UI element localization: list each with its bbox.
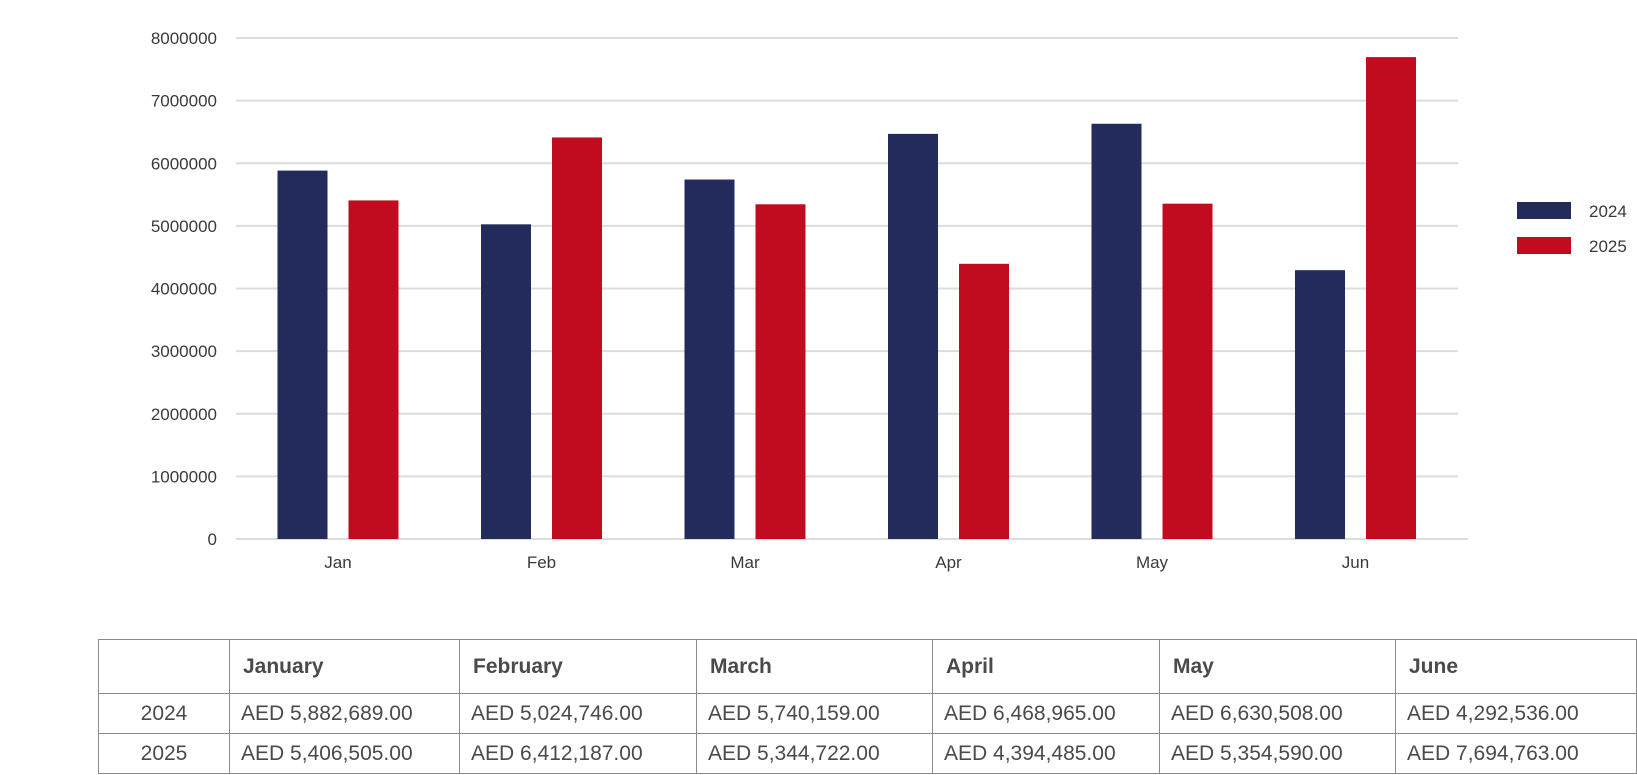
- y-tick-label: 4000000: [151, 280, 217, 299]
- bar-2024-feb: [481, 224, 531, 539]
- header-cell-february: February: [459, 639, 697, 694]
- x-tick-label: May: [1136, 553, 1169, 572]
- bar-2025-jun: [1366, 57, 1416, 539]
- bar-2024-may: [1091, 123, 1142, 539]
- bars: [277, 57, 1416, 540]
- table-cell: AED 6,630,508.00: [1159, 693, 1396, 734]
- legend-swatch-2024: [1517, 202, 1571, 219]
- bar-2025-mar: [755, 204, 806, 539]
- row-label-2025: 2025: [98, 733, 230, 774]
- legend-label-2025: 2025: [1589, 237, 1627, 256]
- data-table: January February March April May June 20…: [98, 639, 1637, 774]
- bar-2025-may: [1162, 203, 1213, 539]
- y-tick-label: 0: [208, 530, 217, 549]
- bar-2025-feb: [552, 137, 602, 540]
- table-cell: AED 6,468,965.00: [932, 693, 1160, 734]
- header-cell-june: June: [1395, 639, 1637, 694]
- header-cell-april: April: [932, 639, 1160, 694]
- y-tick-label: 8000000: [151, 29, 217, 48]
- y-tick-label: 3000000: [151, 342, 217, 361]
- x-tick-label: Jun: [1342, 553, 1369, 572]
- header-cell-may: May: [1159, 639, 1396, 694]
- table-cell: AED 4,292,536.00: [1395, 693, 1637, 734]
- bar-2024-mar: [684, 179, 735, 540]
- bar-2025-apr: [959, 263, 1009, 539]
- header-cell-march: March: [696, 639, 933, 694]
- y-axis-ticks: 0 1000000 2000000 3000000 4000000 5000000 6000…: [151, 29, 217, 549]
- y-tick-label: 1000000: [151, 467, 217, 486]
- y-tick-label: 6000000: [151, 154, 217, 173]
- table-cell: AED 5,740,159.00: [696, 693, 933, 734]
- x-tick-label: Jan: [324, 553, 351, 572]
- y-tick-label: 5000000: [151, 217, 217, 236]
- table-cell: AED 5,882,689.00: [229, 693, 460, 734]
- table-cell: AED 5,406,505.00: [229, 733, 460, 774]
- bar-2025-jan: [348, 200, 399, 540]
- x-tick-label: Mar: [730, 553, 760, 572]
- x-tick-label: Apr: [935, 553, 962, 572]
- table-row: 2024 AED 5,882,689.00 AED 5,024,746.00 A…: [98, 693, 1637, 734]
- legend-label-2024: 2024: [1589, 202, 1627, 221]
- table-header-row: January February March April May June: [98, 639, 1637, 694]
- header-cell-blank: [98, 639, 230, 694]
- legend-swatch-2025: [1517, 237, 1571, 254]
- table-cell: AED 6,412,187.00: [459, 733, 697, 774]
- y-tick-label: 2000000: [151, 405, 217, 424]
- legend: 2024 2025: [1517, 202, 1627, 256]
- table-cell: AED 5,344,722.00: [696, 733, 933, 774]
- bar-2024-apr: [888, 133, 938, 539]
- header-cell-january: January: [229, 639, 460, 694]
- table-cell: AED 4,394,485.00: [932, 733, 1160, 774]
- bar-2024-jun: [1295, 270, 1345, 539]
- table-cell: AED 5,354,590.00: [1159, 733, 1396, 774]
- table-cell: AED 5,024,746.00: [459, 693, 697, 734]
- y-tick-label: 7000000: [151, 92, 217, 111]
- bar-2024-jan: [277, 170, 328, 539]
- x-tick-label: Feb: [527, 553, 556, 572]
- row-label-2024: 2024: [98, 693, 230, 734]
- x-axis-ticks: Jan Feb Mar Apr May Jun: [324, 553, 1369, 572]
- gridlines: [236, 37, 1468, 540]
- table-row: 2025 AED 5,406,505.00 AED 6,412,187.00 A…: [98, 733, 1637, 774]
- bar-chart: 0 1000000 2000000 3000000 4000000 5000000 6000…: [151, 29, 1627, 572]
- table-cell: AED 7,694,763.00: [1395, 733, 1637, 774]
